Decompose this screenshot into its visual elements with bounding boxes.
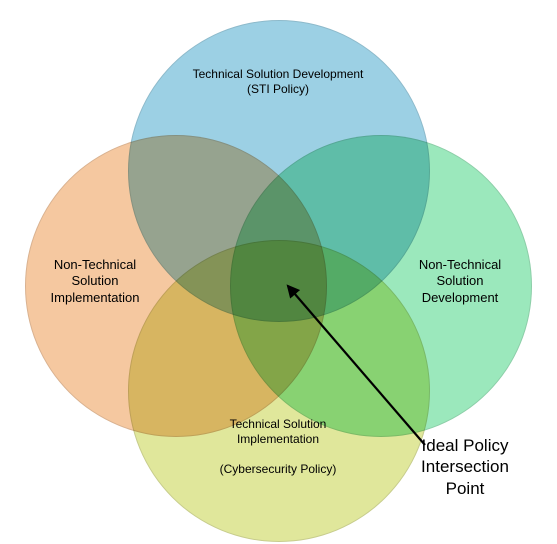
annotation-line1: Ideal Policy [422, 436, 509, 455]
annotation-text: Ideal Policy Intersection Point [400, 435, 530, 499]
venn-diagram: Technical Solution Development (STI Poli… [0, 0, 557, 544]
annotation-line3: Point [446, 479, 485, 498]
annotation-line2: Intersection [421, 457, 509, 476]
venn-circle-left [25, 135, 327, 437]
